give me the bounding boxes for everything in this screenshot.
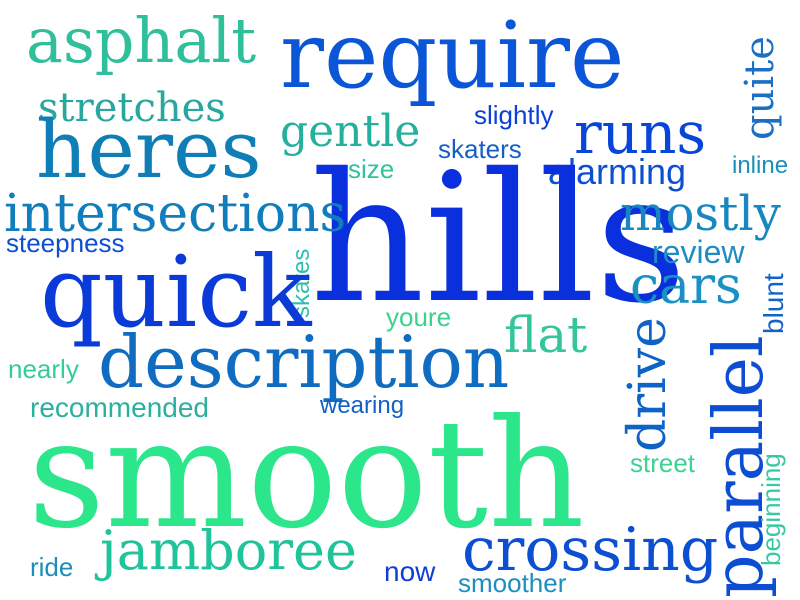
word-description: description [98,320,510,404]
word-review: review [652,234,745,270]
word-recommended: recommended [30,392,209,423]
word-runs: runs [574,99,707,167]
word-heres: heres [36,103,262,196]
word-require: require [280,2,625,109]
word-nearly: nearly [8,354,79,384]
word-stretches: stretches [38,85,226,131]
word-alarming: alarming [548,151,687,192]
word-beginning: beginning [756,453,786,566]
word-ride: ride [30,552,74,582]
word-quite: quite [737,36,783,140]
word-inline: inline [732,152,789,179]
word-slightly: slightly [474,100,554,130]
word-intersections: intersections [4,184,347,244]
word-hills: hills [310,135,687,342]
word-cars: cars [630,256,742,316]
word-street: street [630,448,696,478]
word-gentle: gentle [280,106,421,157]
word-blunt: blunt [758,273,789,334]
word-jamboree: jamboree [100,519,357,582]
word-drive: drive [618,317,678,452]
word-youre: youre [386,302,452,332]
word-smooth: smooth [28,388,585,562]
word-mostly: mostly [620,186,781,242]
word-crossing: crossing [462,515,719,585]
word-skaters: skaters [438,134,522,164]
word-size: size [348,154,395,184]
word-now: now [384,556,436,587]
word-smoother: smoother [458,568,567,598]
word-wearing: wearing [320,392,405,419]
word-steepness: steepness [6,228,125,258]
word-flat: flat [504,306,588,364]
word-quick: quick [40,236,312,350]
word-asphalt: asphalt [26,4,257,77]
